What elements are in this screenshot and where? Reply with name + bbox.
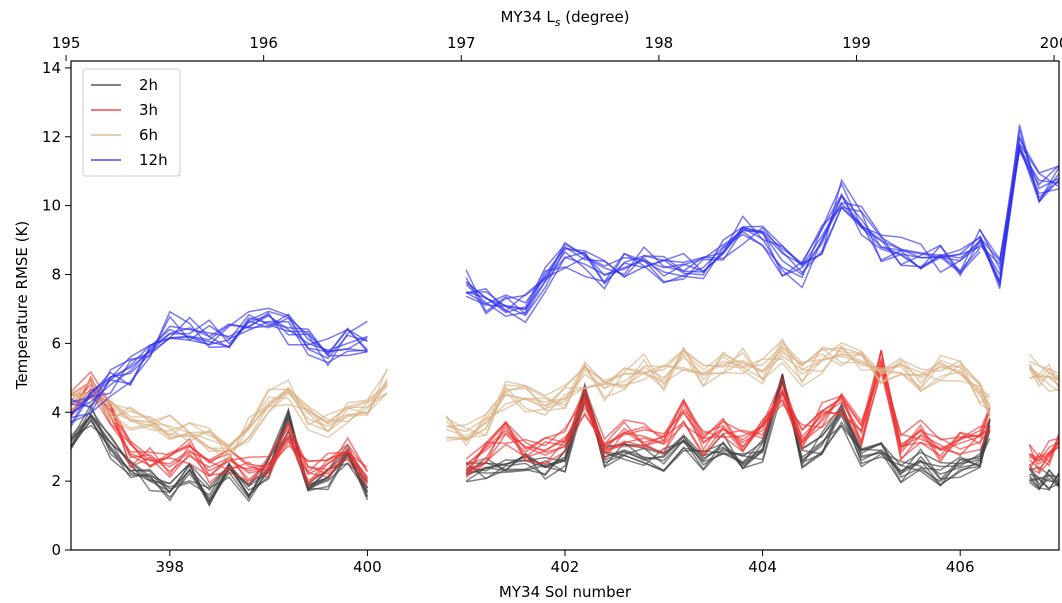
line-6h-seg2-run1	[1028, 367, 1059, 392]
y-tick-label: 14	[42, 59, 61, 77]
line-12h-seg0-run9	[71, 307, 368, 404]
top-tick-label: 199	[842, 34, 871, 52]
line-2h-seg2-run7	[1029, 466, 1059, 487]
y-tick-label: 12	[42, 128, 61, 146]
line-3h-seg2-run6	[1028, 446, 1059, 466]
y-tick-label: 8	[51, 266, 61, 284]
line-2h-seg1-run9	[465, 373, 991, 476]
plot-lines	[71, 124, 1059, 507]
x-tick-label: 398	[155, 558, 184, 576]
line-6h-seg1-run7	[446, 346, 991, 442]
y-tick-label: 2	[51, 472, 61, 490]
line-6h-seg1-run3	[446, 344, 991, 439]
line-12h-seg2-run0	[979, 133, 1059, 277]
line-6h-seg1-run5	[446, 341, 991, 441]
line-2h-seg2-run8	[1028, 468, 1059, 489]
line-6h-seg2-run3	[1029, 360, 1059, 378]
legend-label-12h: 12h	[139, 151, 168, 169]
legend-label-6h: 6h	[139, 126, 158, 144]
line-2h-seg0-run4	[71, 415, 369, 494]
line-12h-seg0-run5	[71, 316, 368, 424]
y-tick-label: 4	[51, 403, 61, 421]
y-tick-label: 10	[42, 197, 61, 215]
y-tick-label: 0	[51, 541, 61, 559]
top-tick-label: 196	[249, 34, 278, 52]
line-3h-seg1-run3	[465, 349, 991, 472]
series-3h	[71, 349, 1059, 488]
line-3h-seg2-run1	[1029, 437, 1059, 460]
line-2h-seg1-run7	[466, 378, 991, 484]
line-12h-seg2-run8	[979, 146, 1059, 272]
top-tick-label: 200	[1040, 34, 1062, 52]
top-tick-label: 198	[645, 34, 674, 52]
line-3h-seg0-run6	[71, 394, 369, 485]
line-12h-seg2-run9	[979, 124, 1059, 287]
legend-label-2h: 2h	[139, 76, 158, 94]
top-axis-title: MY34 Ls (degree)	[500, 8, 629, 29]
top-axis: 195 196 197 198 199 200	[52, 34, 1062, 61]
y-axis-title: Temperature RMSE (K)	[13, 221, 31, 390]
top-axis-title-suffix: (degree)	[561, 8, 630, 26]
line-2h-seg0-run9	[71, 406, 369, 505]
line-12h-seg0-run8	[71, 313, 368, 416]
line-2h-seg0-run5	[71, 402, 369, 499]
top-tick-label: 197	[447, 34, 476, 52]
left-axis: 0 2 4 6 8 10 12 14	[42, 59, 71, 559]
legend-box	[82, 68, 181, 177]
line-2h-seg2-run9	[1028, 468, 1059, 491]
x-axis-title: MY34 Sol number	[499, 583, 632, 601]
series-12h	[71, 124, 1059, 427]
bottom-axis: 398 400 402 404 406	[155, 550, 975, 576]
line-12h-seg1-run9	[465, 194, 981, 316]
line-6h-seg2-run7	[1028, 353, 1059, 380]
top-axis-title-subscript: s	[555, 16, 561, 29]
line-6h-seg0-run3	[71, 382, 388, 462]
legend: 2h 3h 6h 12h	[82, 68, 181, 177]
line-6h-seg1-run8	[445, 346, 991, 447]
line-2h-seg1-run8	[465, 373, 991, 482]
series-2h	[71, 373, 1059, 507]
x-tick-label: 404	[748, 558, 777, 576]
line-12h-seg2-run7	[979, 146, 1059, 289]
line-3h-seg2-run9	[1028, 441, 1059, 463]
line-3h-seg1-run7	[465, 352, 991, 474]
line-6h-seg0-run6	[71, 369, 388, 455]
series-6h	[71, 337, 1059, 462]
line-6h-seg1-run9	[446, 337, 991, 433]
line-6h-seg0-run9	[71, 379, 388, 460]
x-tick-label: 400	[353, 558, 382, 576]
line-3h-seg1-run8	[465, 369, 991, 477]
line-12h-seg1-run4	[465, 178, 981, 315]
line-6h-seg0-run7	[71, 392, 388, 452]
top-tick-label: 195	[52, 34, 81, 52]
line-2h-seg0-run2	[71, 418, 369, 507]
line-12h-seg1-run7	[465, 206, 981, 314]
top-axis-title-main: MY34 L	[500, 8, 555, 26]
line-6h-seg0-run8	[71, 368, 388, 449]
line-6h-seg2-run9	[1028, 363, 1059, 382]
line-3h-seg1-run5	[465, 364, 991, 466]
legend-label-3h: 3h	[139, 101, 158, 119]
x-tick-label: 402	[551, 558, 580, 576]
x-tick-label: 406	[946, 558, 975, 576]
line-12h-seg2-run5	[979, 143, 1059, 284]
line-6h-seg2-run5	[1028, 368, 1059, 388]
line-3h-seg1-run9	[465, 364, 991, 478]
line-12h-seg0-run6	[71, 312, 368, 427]
y-tick-label: 6	[51, 334, 61, 352]
line-3h-seg0-run5	[71, 387, 369, 482]
line-12h-seg1-run6	[465, 201, 981, 317]
